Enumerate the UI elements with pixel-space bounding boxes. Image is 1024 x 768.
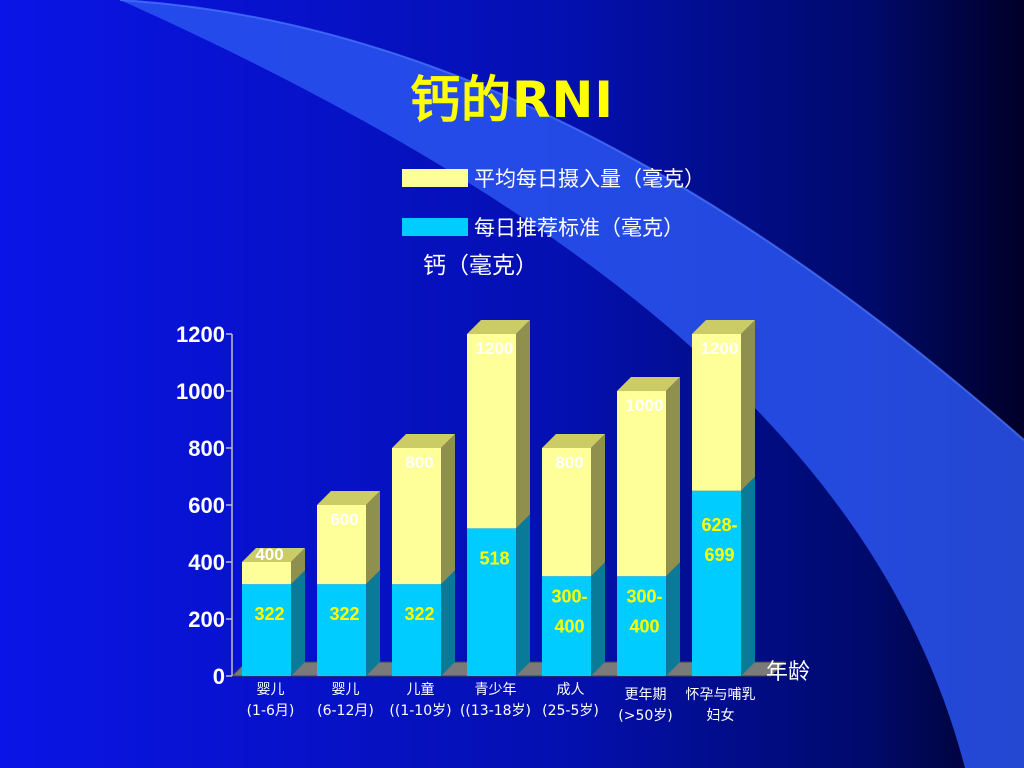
x-category-label: (25-5岁): [542, 703, 599, 719]
legend-item-intake: 平均每日摄入量（毫克）: [402, 163, 705, 193]
bar-recommended-side: [741, 476, 755, 676]
data-label-intake: 600: [330, 510, 358, 529]
data-label-recommended: 322: [329, 604, 359, 624]
bar-intake-top: [467, 320, 530, 334]
data-label-recommended: 628-: [701, 515, 737, 535]
bar-recommended-side: [291, 570, 305, 676]
bar-intake: [467, 334, 516, 529]
bar-intake: [542, 448, 591, 577]
data-label-recommended: 300-: [551, 586, 587, 606]
data-label-intake: 1200: [476, 339, 514, 358]
data-label-recommended: 400: [629, 616, 659, 636]
bar-intake: [617, 391, 666, 577]
bar-intake-top: [317, 491, 380, 505]
data-label-intake: 400: [255, 545, 283, 564]
legend-swatch-intake: [402, 169, 468, 187]
data-label-intake: 800: [555, 453, 583, 472]
bar-intake-top: [542, 434, 605, 448]
x-category-label: ((1-10岁): [389, 703, 451, 719]
x-category-label: 怀孕与哺乳: [686, 687, 756, 703]
y-tick-label: 1000: [176, 379, 225, 404]
legend-label-recommended: 每日推荐标准（毫克）: [474, 216, 684, 240]
decorative-swoosh: [120, 0, 1024, 768]
x-category-label: 婴儿: [332, 682, 360, 698]
x-category-label: 儿童: [407, 681, 435, 698]
bar-recommended: [467, 528, 516, 676]
x-category-label: 成人: [557, 682, 585, 698]
bar-intake-top: [692, 320, 755, 334]
data-label-intake: 800: [405, 453, 433, 472]
y-tick-label: 1200: [176, 322, 225, 347]
y-tick-label: 800: [188, 436, 225, 461]
x-category-label: (>50岁): [618, 708, 672, 724]
bar-recommended: [617, 576, 666, 676]
y-tick-label: 200: [188, 607, 225, 632]
y-axis-label: 钙（毫克）: [423, 253, 538, 279]
y-tick-label: 600: [188, 493, 225, 518]
x-category-label: 青少年: [475, 682, 517, 698]
data-label-recommended: 699: [704, 545, 734, 565]
bar-intake: [392, 448, 441, 585]
bar-recommended-side: [441, 570, 455, 676]
x-category-label: (1-6月): [247, 703, 295, 719]
bar-intake: [692, 334, 741, 491]
bar-recommended: [317, 584, 366, 676]
data-label-recommended: 300-: [626, 586, 662, 606]
x-category-label: (6-12月): [317, 703, 374, 719]
data-label-recommended: 322: [404, 604, 434, 624]
x-axis-label: 年龄: [766, 660, 810, 685]
x-category-label: 婴儿: [257, 682, 285, 698]
bar-recommended-side: [591, 562, 605, 676]
bar-intake-side: [591, 434, 605, 577]
bar-recommended: [692, 490, 741, 676]
data-label-recommended: 322: [254, 604, 284, 624]
bar-intake-side: [366, 491, 380, 585]
bar-intake-side: [516, 320, 530, 529]
y-tick-label: 400: [188, 550, 225, 575]
y-tick-label: 0: [213, 664, 225, 689]
x-category-label: ((13-18岁): [460, 703, 531, 719]
slide-title: 钙的RNI: [410, 71, 614, 129]
bar-intake: [317, 505, 366, 585]
x-category-label: 妇女: [707, 707, 735, 724]
bar-intake-side: [441, 434, 455, 585]
legend-swatch-recommended: [402, 218, 468, 236]
bar-intake-side: [666, 377, 680, 577]
bar-intake: [242, 562, 291, 585]
legend-label-intake: 平均每日摄入量（毫克）: [474, 167, 705, 191]
bar-recommended: [242, 584, 291, 676]
bar-recommended: [542, 576, 591, 676]
bar-intake-top: [242, 548, 305, 562]
data-label-recommended: 400: [554, 616, 584, 636]
bar-recommended-side: [666, 562, 680, 676]
bar-recommended-side: [366, 570, 380, 676]
legend-item-recommended: 每日推荐标准（毫克）: [402, 212, 684, 242]
bar-intake-side: [741, 320, 755, 491]
x-category-label: 更年期: [625, 687, 667, 703]
data-label-intake: 1000: [626, 396, 664, 415]
bar-intake-top: [392, 434, 455, 448]
bar-recommended: [392, 584, 441, 676]
data-label-recommended: 518: [479, 548, 509, 568]
bar-intake-top: [617, 377, 680, 391]
bar-intake-side: [291, 548, 305, 585]
data-label-intake: 1200: [701, 339, 739, 358]
bar-recommended-side: [516, 514, 530, 676]
